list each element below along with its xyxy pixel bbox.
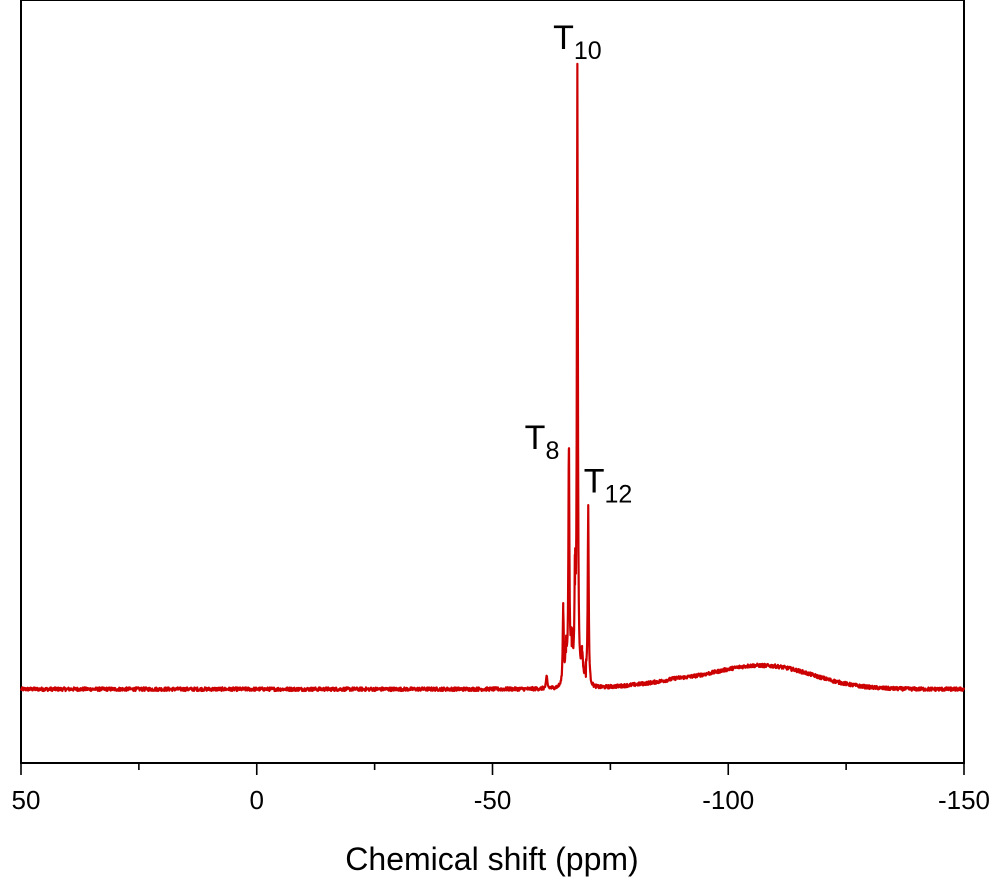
x-tick-label: 0 — [250, 785, 264, 815]
x-axis-ticks — [20, 763, 965, 775]
x-axis-title: Chemical shift (ppm) — [345, 841, 638, 877]
x-tick-label: -150 — [938, 785, 990, 815]
peak-label: T8 — [525, 419, 560, 465]
x-tick-label: -50 — [474, 785, 512, 815]
plot-frame — [20, 0, 965, 764]
x-axis-tick-labels: 50 0 -50 -100 -150 — [12, 785, 990, 815]
peak-label: T12 — [584, 462, 633, 508]
spectrum-trace — [19, 62, 966, 693]
x-tick-label: 50 — [12, 785, 41, 815]
x-tick-label: -100 — [702, 785, 754, 815]
peak-annotations: T10 T8 T12 — [525, 19, 633, 508]
peak-label: T10 — [553, 19, 602, 65]
